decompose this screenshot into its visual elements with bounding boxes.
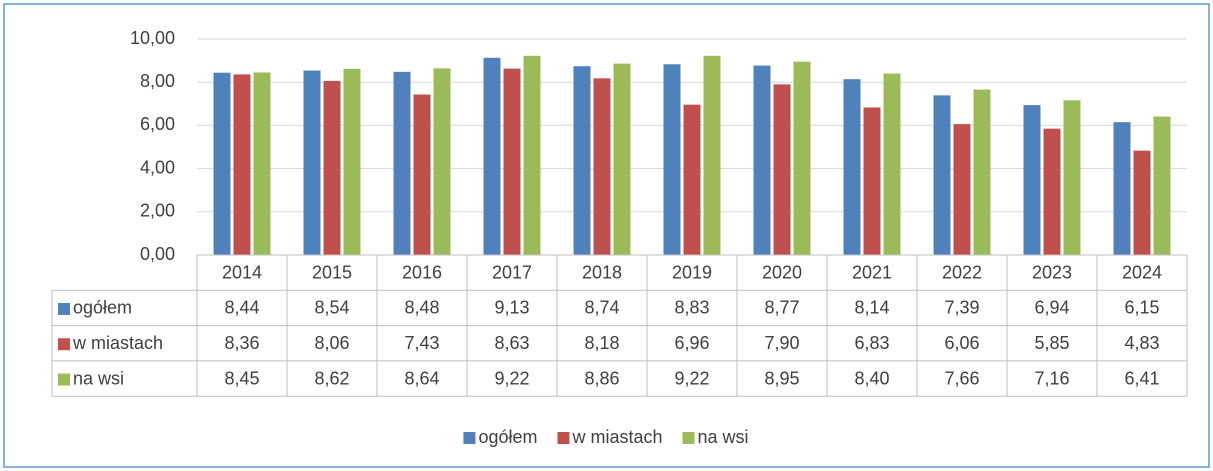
table-cell: 8,14 [854, 298, 889, 318]
bar [413, 94, 431, 256]
x-tick-label: 2020 [762, 262, 802, 282]
bar [1063, 100, 1081, 256]
table-cell: 9,22 [494, 368, 529, 388]
bar [663, 64, 681, 255]
bar [343, 68, 361, 255]
x-tick-label: 2017 [492, 262, 532, 282]
table-row-label: na wsi [73, 368, 124, 388]
table-row-label: ogółem [73, 298, 132, 318]
bar [1133, 150, 1151, 255]
table-row-label: w miastach [72, 333, 163, 353]
bar [953, 124, 971, 255]
bar [593, 78, 611, 255]
table-cell: 7,90 [764, 333, 799, 353]
bar [393, 71, 411, 255]
table-cell: 8,36 [224, 333, 259, 353]
table-cell: 6,15 [1124, 298, 1159, 318]
bar [253, 72, 271, 255]
table-cell: 8,77 [764, 298, 799, 318]
bar [323, 80, 341, 256]
table-cell: 6,96 [674, 333, 709, 353]
bar [753, 65, 771, 256]
table-cell: 6,83 [854, 333, 889, 353]
legend-key [58, 338, 70, 351]
legend-key [58, 302, 70, 315]
y-tick-label: 10,00 [130, 28, 175, 48]
y-tick-label: 0,00 [140, 244, 175, 264]
legend-label: ogółem [478, 427, 537, 447]
bar [573, 66, 591, 255]
table-cell: 7,66 [944, 368, 979, 388]
bar [773, 84, 791, 255]
bar [303, 70, 321, 255]
legend-key [682, 432, 695, 444]
table-cell: 6,94 [1034, 298, 1069, 318]
table-cell: 8,06 [314, 333, 349, 353]
bar [1153, 116, 1171, 255]
bar [843, 79, 861, 256]
bar [973, 89, 991, 255]
x-tick-label: 2021 [852, 262, 892, 282]
table-cell: 4,83 [1124, 333, 1159, 353]
table-cell: 7,43 [404, 333, 439, 353]
x-tick-label: 2024 [1122, 262, 1162, 282]
table-cell: 9,22 [674, 368, 709, 388]
table-cell: 8,40 [854, 368, 889, 388]
bar [793, 61, 811, 256]
table-cell: 8,86 [584, 368, 619, 388]
y-tick-label: 8,00 [140, 71, 175, 91]
bar [1043, 128, 1061, 255]
x-tick-label: 2016 [402, 262, 442, 282]
legend-key [58, 373, 70, 386]
table-cell: 8,48 [404, 298, 439, 318]
x-tick-label: 2015 [312, 262, 352, 282]
x-tick-label: 2022 [942, 262, 982, 282]
legend-label: na wsi [698, 427, 749, 447]
legend-key [463, 432, 476, 444]
y-tick-label: 4,00 [140, 157, 175, 177]
bar [1023, 105, 1041, 255]
x-tick-label: 2018 [582, 262, 622, 282]
x-tick-label: 2019 [672, 262, 712, 282]
table-cell: 8,45 [224, 368, 259, 388]
table-cell: 8,44 [224, 298, 259, 318]
bar [1113, 122, 1131, 255]
table-cell: 8,83 [674, 298, 709, 318]
table-cell: 6,06 [944, 333, 979, 353]
bar [863, 107, 881, 255]
bar [703, 55, 721, 256]
legend-label: w miastach [571, 427, 662, 447]
bar [933, 95, 951, 255]
bar [213, 72, 231, 255]
x-tick-label: 2023 [1032, 262, 1072, 282]
bar [433, 68, 451, 255]
table-cell: 6,41 [1124, 368, 1159, 388]
table-cell: 8,62 [314, 368, 349, 388]
table-cell: 8,18 [584, 333, 619, 353]
table-cell: 8,95 [764, 368, 799, 388]
bar [233, 74, 251, 255]
table-cell: 9,13 [494, 298, 529, 318]
bar [613, 63, 631, 256]
bar [483, 57, 501, 256]
bar [503, 68, 521, 255]
legend-key [557, 432, 570, 444]
table-cell: 8,74 [584, 298, 619, 318]
bar [883, 73, 901, 255]
table-cell: 7,16 [1034, 368, 1069, 388]
table-cell: 8,54 [314, 298, 349, 318]
table-cell: 8,63 [494, 333, 529, 353]
x-tick-label: 2014 [222, 262, 262, 282]
bar [523, 55, 541, 256]
y-tick-label: 2,00 [140, 201, 175, 221]
table-cell: 8,64 [404, 368, 439, 388]
bar [683, 104, 701, 255]
table-cell: 5,85 [1034, 333, 1069, 353]
y-tick-label: 6,00 [140, 114, 175, 134]
table-cell: 7,39 [944, 298, 979, 318]
